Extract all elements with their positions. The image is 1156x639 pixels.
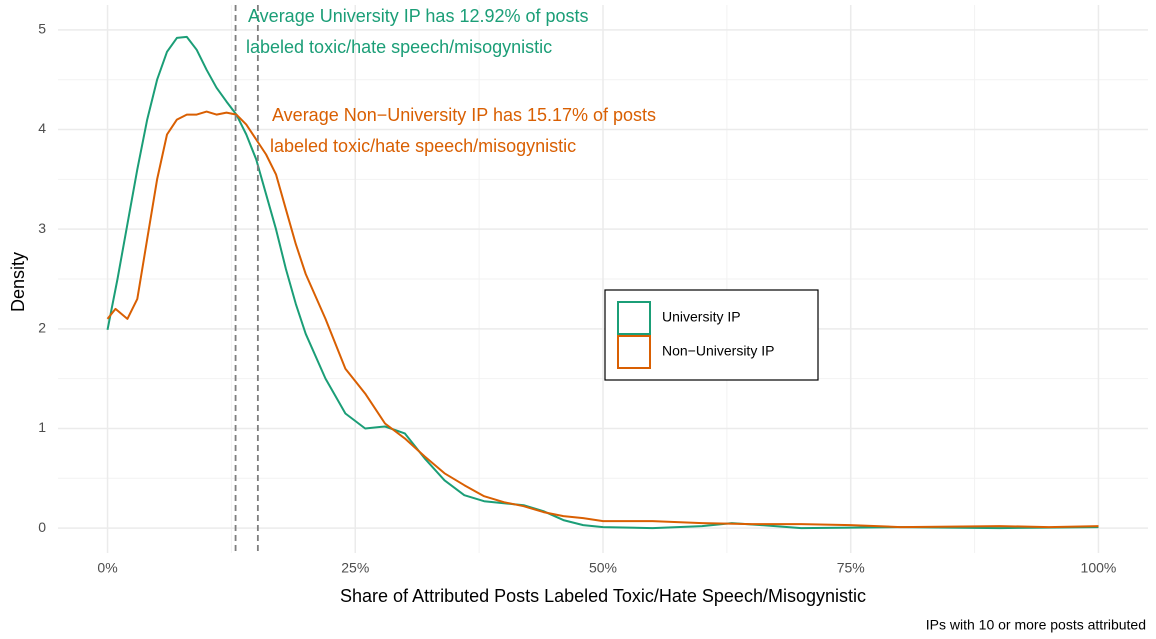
legend: University IP Non−University IP — [604, 289, 819, 381]
legend-label: Non−University IP — [662, 343, 774, 359]
density-line — [106, 35, 1099, 530]
x-tick-label: 75% — [837, 560, 865, 576]
y-tick-label: 2 — [38, 320, 46, 336]
caption: IPs with 10 or more posts attributed — [926, 617, 1146, 633]
density-line — [106, 110, 1099, 529]
annotation: labeled toxic/hate speech/misogynistic — [246, 37, 552, 57]
x-axis-title: Share of Attributed Posts Labeled Toxic/… — [340, 586, 866, 606]
legend-key — [617, 301, 651, 335]
x-tick-label: 25% — [341, 560, 369, 576]
y-tick-label: 4 — [38, 120, 46, 136]
legend-label: University IP — [662, 309, 741, 325]
y-tick-label: 5 — [38, 21, 46, 37]
y-tick-label: 3 — [38, 220, 46, 236]
legend-key — [617, 335, 651, 369]
grid — [58, 5, 1148, 553]
y-tick-label: 0 — [38, 519, 46, 535]
x-tick-label: 100% — [1081, 560, 1117, 576]
x-tick-label: 0% — [97, 560, 117, 576]
y-tick-label: 1 — [38, 419, 46, 435]
x-tick-label: 50% — [589, 560, 617, 576]
annotation: Average University IP has 12.92% of post… — [248, 6, 589, 26]
y-axis-title: Density — [8, 252, 28, 312]
annotation: Average Non−University IP has 15.17% of … — [272, 105, 656, 125]
annotation: labeled toxic/hate speech/misogynistic — [270, 136, 576, 156]
